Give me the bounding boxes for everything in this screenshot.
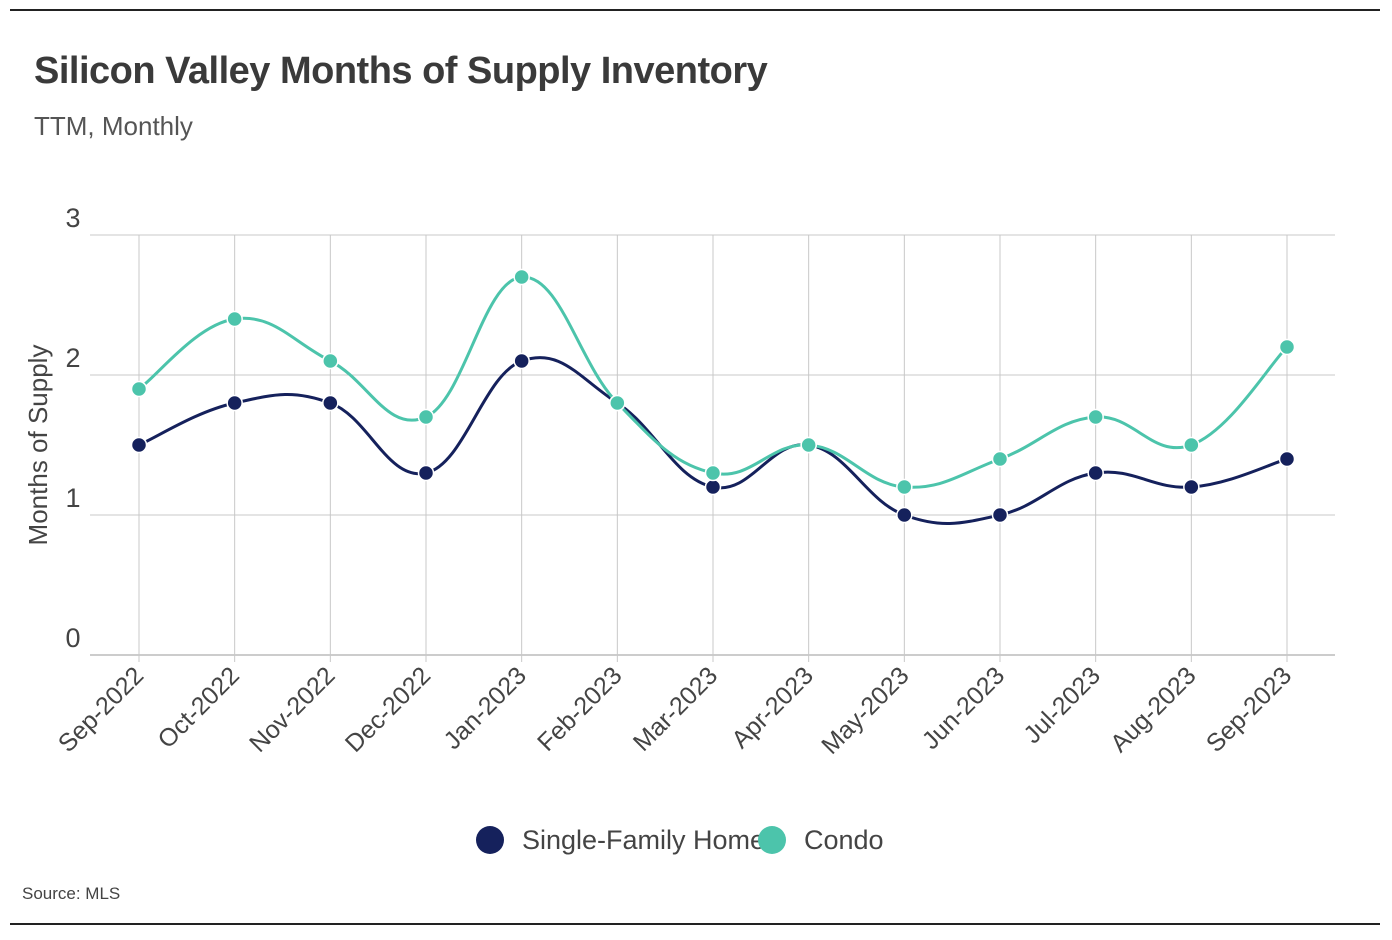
y-tick-label: 0 — [65, 623, 80, 653]
point-condo — [322, 352, 339, 370]
legend-label-single-family: Single-Family Home — [522, 824, 766, 855]
point-condo — [1278, 338, 1296, 356]
grid — [90, 234, 1335, 662]
source-note: Source: MLS — [22, 884, 121, 903]
y-tick-label: 3 — [65, 203, 80, 233]
x-tick-label: Jul-2023 — [1018, 661, 1106, 749]
x-tick-label: May-2023 — [816, 661, 914, 759]
point-condo — [800, 436, 817, 454]
point-single-family — [1183, 478, 1200, 496]
y-axis-label: Months of Supply — [23, 345, 53, 546]
chart-subtitle: TTM, Monthly — [34, 111, 193, 141]
point-condo — [130, 380, 148, 398]
point-condo — [417, 408, 435, 426]
legend-marker-condo — [758, 826, 786, 854]
legend: Single-Family Home Condo — [0, 816, 1392, 864]
bottom-rule — [10, 923, 1380, 925]
y-tick-label: 2 — [65, 343, 80, 373]
x-tick-label: Mar-2023 — [628, 661, 723, 756]
point-condo — [513, 268, 530, 286]
point-condo — [226, 310, 243, 328]
point-condo — [1087, 408, 1104, 426]
y-axis: 0 1 2 3 — [65, 203, 80, 653]
x-tick-label: Nov-2022 — [244, 661, 340, 757]
x-tick-label: Oct-2022 — [152, 661, 245, 754]
x-tick-label: Feb-2023 — [532, 661, 627, 756]
legend-label-condo: Condo — [804, 824, 884, 855]
x-tick-label: Jan-2023 — [438, 661, 532, 755]
legend-marker-single-family — [476, 826, 504, 854]
point-single-family — [417, 464, 435, 482]
point-single-family — [322, 394, 339, 412]
x-axis: Sep-2022 Oct-2022 Nov-2022 Dec-2022 Jan-2023… — [53, 661, 1297, 759]
point-single-family — [226, 394, 243, 412]
point-condo — [609, 394, 626, 412]
point-condo — [991, 450, 1009, 468]
x-tick-label: Jun-2023 — [917, 661, 1011, 755]
point-single-family — [513, 352, 530, 370]
point-condo — [896, 478, 913, 496]
point-condo — [704, 464, 722, 482]
legend-item-single-family: Single-Family Home — [476, 816, 765, 864]
legend-item-condo: Condo — [758, 816, 884, 864]
x-tick-label: Dec-2022 — [340, 661, 436, 757]
point-single-family — [704, 478, 722, 496]
point-single-family — [130, 436, 148, 454]
point-single-family — [1278, 450, 1296, 468]
top-rule — [10, 9, 1380, 11]
x-tick-label: Sep-2023 — [1201, 661, 1297, 757]
point-single-family — [991, 506, 1009, 524]
point-single-family — [896, 506, 913, 524]
chart-title: Silicon Valley Months of Supply Inventor… — [34, 50, 768, 92]
x-tick-label: Apr-2023 — [726, 661, 819, 754]
x-tick-label: Aug-2023 — [1105, 661, 1201, 757]
series — [130, 268, 1296, 525]
line-chart: 0 1 2 3 Sep-2022 Oct-2022 Nov-2022 Dec-2022 Jan… — [23, 203, 1335, 760]
point-condo — [1183, 436, 1200, 454]
y-tick-label: 1 — [65, 483, 80, 513]
x-tick-label: Sep-2022 — [53, 661, 149, 757]
point-single-family — [1087, 464, 1104, 482]
